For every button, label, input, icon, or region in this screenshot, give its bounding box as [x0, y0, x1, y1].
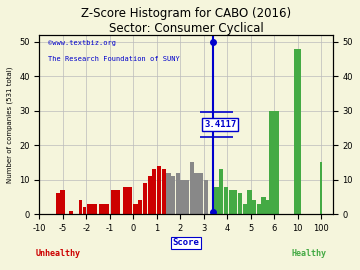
- X-axis label: Score: Score: [172, 238, 199, 247]
- Text: ©www.textbiz.org: ©www.textbiz.org: [48, 40, 116, 46]
- Bar: [79, 200, 82, 214]
- Bar: [134, 204, 138, 214]
- Title: Z-Score Histogram for CABO (2016)
Sector: Consumer Cyclical: Z-Score Histogram for CABO (2016) Sector…: [81, 7, 291, 35]
- Bar: [257, 204, 261, 214]
- Bar: [190, 162, 194, 214]
- Bar: [247, 190, 252, 214]
- Y-axis label: Number of companies (531 total): Number of companies (531 total): [7, 66, 13, 183]
- Bar: [294, 49, 301, 214]
- Bar: [238, 193, 242, 214]
- Bar: [152, 169, 157, 214]
- Bar: [194, 173, 199, 214]
- Bar: [199, 173, 203, 214]
- Text: 3.4117: 3.4117: [204, 120, 237, 129]
- Bar: [99, 204, 109, 214]
- Bar: [157, 166, 161, 214]
- Bar: [87, 204, 97, 214]
- Bar: [224, 187, 228, 214]
- Text: Healthy: Healthy: [292, 248, 327, 258]
- Text: Unhealthy: Unhealthy: [36, 248, 81, 258]
- Bar: [171, 176, 175, 214]
- Bar: [162, 169, 166, 214]
- Text: The Research Foundation of SUNY: The Research Foundation of SUNY: [48, 56, 180, 62]
- Bar: [123, 187, 132, 214]
- Bar: [229, 190, 233, 214]
- Bar: [69, 211, 73, 214]
- Bar: [148, 176, 152, 214]
- Bar: [60, 190, 65, 214]
- Bar: [320, 162, 321, 214]
- Bar: [180, 180, 185, 214]
- Bar: [166, 173, 171, 214]
- Bar: [252, 200, 256, 214]
- Bar: [269, 111, 279, 214]
- Bar: [138, 200, 142, 214]
- Bar: [83, 207, 86, 214]
- Bar: [266, 200, 270, 214]
- Bar: [39, 200, 40, 214]
- Bar: [219, 169, 223, 214]
- Bar: [176, 173, 180, 214]
- Bar: [233, 190, 238, 214]
- Bar: [56, 193, 60, 214]
- Bar: [185, 180, 189, 214]
- Bar: [111, 190, 120, 214]
- Bar: [204, 180, 208, 214]
- Bar: [143, 183, 147, 214]
- Bar: [243, 204, 247, 214]
- Bar: [215, 187, 219, 214]
- Bar: [261, 197, 266, 214]
